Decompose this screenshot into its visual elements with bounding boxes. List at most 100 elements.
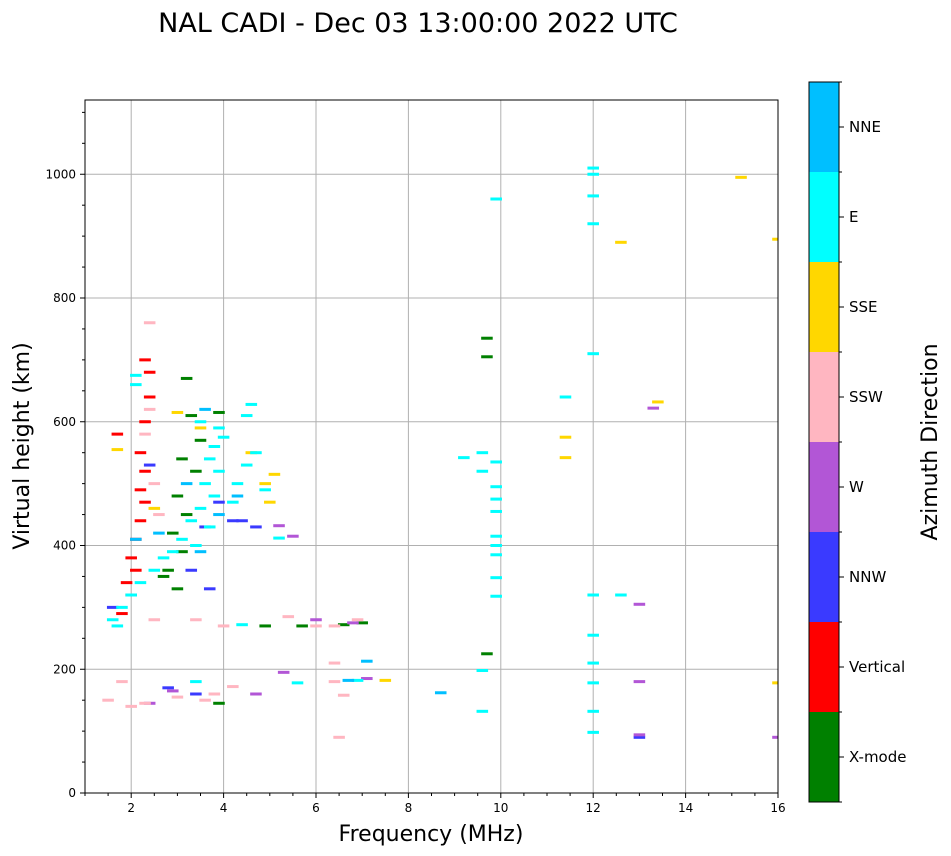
data-point-nne (194, 550, 207, 554)
data-point-ssw (143, 407, 156, 411)
data-point-vertical (116, 612, 128, 616)
data-point-e (490, 509, 502, 513)
data-point-e (476, 469, 489, 473)
axis-ticks: 2 4 6 8 10 12 14 16 0 200 400 600 800 1000 (45, 111, 786, 815)
chart-title: NAL CADI - Dec 03 13:00:00 2022 UTC (158, 8, 678, 39)
data-point-ssw (328, 680, 341, 684)
data-point-e (476, 451, 489, 455)
data-point-e (490, 485, 502, 489)
colorbar-swatch-x-mode (809, 712, 839, 802)
data-point-vertical (120, 581, 133, 585)
data-point-e (587, 352, 599, 356)
colorbar-tick-label: W (849, 478, 864, 496)
data-point-w (310, 618, 322, 622)
data-point-vertical (139, 469, 151, 473)
data-point-e (185, 519, 198, 523)
data-point-x-mode (356, 621, 368, 625)
data-point-e (194, 506, 207, 510)
x-tick-label: 14 (678, 801, 693, 815)
data-point-e (587, 709, 599, 713)
data-point-e (490, 197, 502, 201)
data-point-nnw (213, 500, 225, 504)
data-point-nnw (203, 587, 216, 591)
data-point-sse (772, 681, 778, 685)
data-point-e (559, 395, 572, 399)
data-point-e (273, 536, 285, 540)
y-tick-label: 1000 (45, 167, 76, 181)
colorbar-tick-label: X-mode (849, 748, 906, 766)
data-point-e (587, 730, 599, 734)
data-point-e (203, 457, 216, 461)
data-point-nne (153, 531, 165, 535)
data-point-x-mode (171, 587, 184, 591)
data-point-vertical (134, 451, 147, 455)
data-point-e (490, 553, 502, 557)
data-point-nnw (190, 692, 202, 696)
colorbar-swatch-sse (809, 262, 839, 352)
data-point-sse (111, 448, 124, 452)
data-point-ssw (337, 693, 350, 697)
data-point-e (587, 661, 599, 665)
colorbar-tick-label: NNE (849, 118, 881, 136)
data-point-ssw (282, 615, 295, 619)
data-point-vertical (139, 420, 151, 424)
x-tick-label: 16 (770, 801, 785, 815)
data-point-e (190, 544, 202, 547)
data-point-vertical (134, 488, 147, 492)
data-point-e (203, 525, 216, 529)
data-point-ssw (351, 618, 364, 622)
data-point-sse (735, 175, 747, 179)
colorbar-swatch-nnw (809, 532, 839, 622)
data-point-ssw (148, 482, 161, 486)
colorbar-tick-label: E (849, 208, 858, 226)
data-point-e (490, 576, 502, 580)
data-point-vertical (111, 432, 124, 436)
data-point-nnw (106, 605, 119, 609)
data-point-ssw (139, 701, 151, 705)
colorbar-tick-label: SSE (849, 298, 878, 316)
data-point-e (587, 633, 599, 637)
data-point-e (587, 166, 599, 170)
data-point-nne (342, 678, 355, 682)
data-point-e (490, 497, 502, 501)
data-point-nnw (250, 525, 262, 529)
data-point-vertical (134, 519, 147, 523)
data-point-e (476, 668, 489, 672)
data-point-e (176, 537, 188, 541)
data-point-w (633, 733, 646, 737)
data-point-ssw (143, 321, 156, 325)
data-point-nne (130, 537, 142, 541)
data-point-e (490, 594, 502, 598)
y-axis-label: Virtual height (km) (10, 342, 35, 549)
data-point-nnw (633, 735, 646, 739)
x-tick-label: 6 (312, 801, 320, 815)
data-point-e (240, 414, 253, 418)
data-point-nne (213, 513, 225, 517)
data-point-ssw (333, 735, 345, 739)
data-point-w (250, 692, 262, 696)
data-point-e (134, 581, 147, 585)
data-point-e (116, 605, 128, 609)
data-point-w (273, 524, 285, 528)
colorbar-swatch-e (809, 172, 839, 262)
data-point-w (772, 735, 778, 739)
data-point-x-mode (171, 494, 184, 498)
data-point-sse (615, 240, 627, 244)
data-point-sse (772, 237, 778, 241)
data-point-ssw (102, 698, 114, 702)
data-point-x-mode (296, 624, 308, 628)
y-tick-label: 400 (53, 539, 76, 553)
data-point-ssw (116, 680, 128, 684)
data-point-e (490, 544, 502, 547)
data-point-e (240, 463, 253, 467)
data-point-e (213, 469, 225, 473)
data-point-e (351, 678, 364, 682)
data-point-w (277, 670, 290, 674)
data-point-x-mode (213, 701, 225, 705)
data-point-e (587, 222, 599, 226)
data-point-ssw (227, 685, 239, 689)
data-point-w (287, 534, 299, 538)
data-point-x-mode (259, 624, 271, 628)
data-point-x-mode (185, 414, 198, 418)
